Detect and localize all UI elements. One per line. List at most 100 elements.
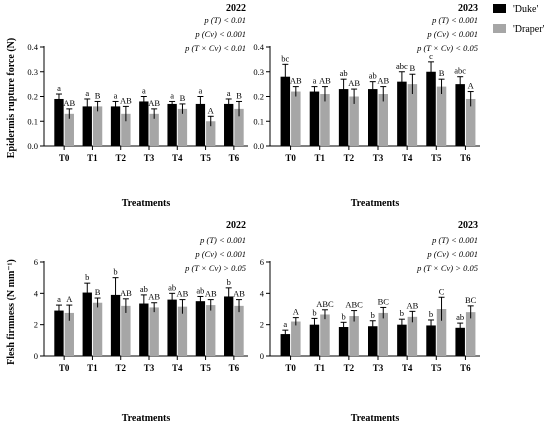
y-tick-label: 0.3 bbox=[253, 67, 264, 77]
y-tick-label: 0.1 bbox=[253, 116, 264, 126]
significance-letter: b bbox=[400, 308, 404, 318]
bar bbox=[455, 327, 465, 356]
bar bbox=[465, 98, 476, 146]
significance-letter: abc bbox=[454, 66, 466, 76]
significance-letter: A bbox=[66, 294, 73, 304]
stats-line: p (T × Cv) < 0.05 bbox=[416, 43, 478, 53]
bar bbox=[234, 305, 244, 356]
stats-annotations: p (T) < 0.001 p (Cv) < 0.001 p (T × Cv) < … bbox=[416, 15, 478, 53]
x-axis-label: Treatments bbox=[351, 413, 400, 424]
y-tick-label: 2 bbox=[34, 320, 38, 330]
significance-letter: B bbox=[236, 90, 242, 100]
bar bbox=[397, 81, 407, 146]
stats-line: p (Cv) < 0.001 bbox=[426, 249, 478, 259]
significance-letter: BC bbox=[378, 296, 390, 306]
bar bbox=[206, 305, 216, 356]
bar bbox=[224, 296, 234, 356]
significance-letter: A bbox=[293, 307, 300, 317]
significance-letter: AB bbox=[148, 98, 160, 108]
y-tick-label: 0 bbox=[260, 351, 264, 361]
bar bbox=[368, 326, 378, 356]
x-tick-label: T2 bbox=[344, 363, 355, 373]
x-tick-label: T3 bbox=[373, 363, 384, 373]
panel-title: 2022 bbox=[226, 220, 246, 231]
x-tick-label: T6 bbox=[229, 363, 240, 373]
y-tick-label: 4 bbox=[34, 288, 39, 298]
x-tick-label: T3 bbox=[144, 153, 155, 163]
bar bbox=[92, 106, 103, 146]
y-tick-label: 0.0 bbox=[253, 141, 264, 151]
x-tick-label: T4 bbox=[402, 153, 413, 163]
bar bbox=[167, 103, 177, 146]
significance-letter: ab bbox=[140, 284, 148, 294]
y-tick-label: 0.3 bbox=[27, 67, 38, 77]
x-axis-label: Treatments bbox=[351, 198, 400, 209]
significance-letter: AB bbox=[233, 289, 245, 299]
x-tick-label: T2 bbox=[115, 363, 126, 373]
x-tick-label: T4 bbox=[172, 153, 183, 163]
bar bbox=[195, 103, 206, 146]
significance-letter: a bbox=[227, 88, 231, 98]
bar bbox=[280, 334, 291, 356]
significance-letter: ab bbox=[456, 312, 464, 322]
y-tick-label: 6 bbox=[260, 257, 264, 267]
significance-letter: AB bbox=[319, 76, 331, 86]
bar bbox=[195, 301, 206, 356]
significance-letter: B bbox=[180, 93, 186, 103]
panel-title: 2023 bbox=[458, 3, 478, 14]
bar bbox=[82, 106, 92, 146]
bar bbox=[436, 309, 447, 356]
bar bbox=[338, 89, 349, 146]
significance-letter: a bbox=[199, 86, 203, 96]
stats-line: p (T × Cv) < 0.01 bbox=[184, 43, 246, 53]
panel-3: 2022 p (T) < 0.001 p (Cv) < 0.001 p (T × Cv… bbox=[6, 220, 248, 424]
bar bbox=[426, 325, 436, 356]
significance-letter: B bbox=[95, 90, 101, 100]
x-tick-label: T0 bbox=[285, 153, 296, 163]
significance-letter: b bbox=[312, 307, 316, 317]
significance-letter: B bbox=[439, 68, 445, 78]
significance-letter: a bbox=[283, 319, 287, 329]
bar bbox=[54, 98, 64, 146]
significance-letter: ab bbox=[168, 282, 176, 292]
significance-letter: AB bbox=[63, 98, 75, 108]
bar bbox=[426, 71, 436, 146]
bar bbox=[349, 96, 359, 146]
significance-letter: ab bbox=[196, 285, 204, 295]
bar bbox=[378, 312, 388, 356]
bar bbox=[121, 113, 131, 146]
y-tick-label: 0.4 bbox=[27, 42, 38, 52]
significance-letter: a bbox=[142, 86, 146, 96]
y-tick-label: 0.2 bbox=[27, 92, 38, 102]
significance-letter: a bbox=[57, 83, 61, 93]
bar bbox=[234, 108, 244, 146]
significance-letter: B bbox=[95, 287, 101, 297]
bar bbox=[320, 94, 330, 146]
x-tick-label: T1 bbox=[314, 363, 325, 373]
bar bbox=[407, 84, 418, 146]
stats-annotations: p (T) < 0.001 p (Cv) < 0.001 p (T × Cv) > … bbox=[416, 235, 478, 273]
y-tick-label: 0.4 bbox=[253, 42, 264, 52]
x-tick-label: T5 bbox=[431, 153, 442, 163]
significance-letter: ab bbox=[340, 68, 348, 78]
y-tick-label: 0.1 bbox=[27, 116, 38, 126]
bar bbox=[349, 316, 359, 356]
bar bbox=[92, 302, 103, 356]
significance-letter: AB bbox=[348, 78, 360, 88]
significance-letter: AB bbox=[406, 300, 418, 310]
bar bbox=[309, 91, 320, 146]
y-tick-label: 4 bbox=[260, 288, 265, 298]
legend-label-draper: 'Draper' bbox=[513, 24, 545, 35]
significance-letter: b bbox=[429, 309, 433, 319]
bar bbox=[291, 91, 301, 146]
bar bbox=[149, 307, 159, 356]
significance-letter: a bbox=[114, 90, 118, 100]
significance-letter: ab bbox=[369, 71, 377, 81]
bar bbox=[291, 321, 301, 356]
y-tick-label: 2 bbox=[260, 320, 264, 330]
bar bbox=[407, 316, 418, 356]
panel-title: 2023 bbox=[458, 220, 478, 231]
x-tick-label: T6 bbox=[229, 153, 240, 163]
significance-letter: AB bbox=[205, 289, 217, 299]
